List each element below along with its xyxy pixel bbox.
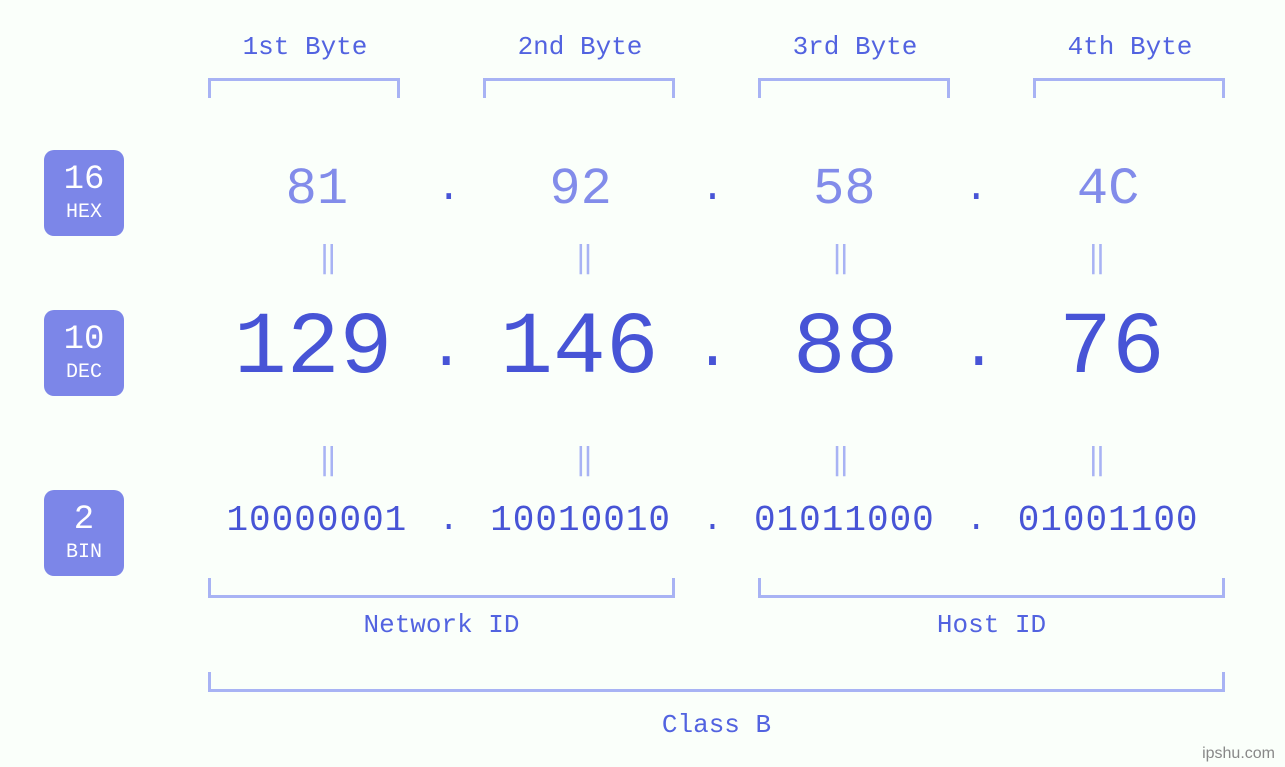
byte-header-2: 2nd Byte [480,32,680,62]
equal-sign: ‖ [456,442,712,479]
top-bracket-2 [483,78,675,98]
hex-badge: 16 HEX [44,150,124,236]
hex-byte-4: 4C [991,160,1225,219]
host-id-label: Host ID [758,610,1225,640]
network-id-bracket [208,578,675,598]
dot: . [698,502,728,540]
dec-row: 129 . 146 . 88 . 76 [200,300,1225,399]
byte-header-1: 1st Byte [205,32,405,62]
bin-badge-label: BIN [66,541,102,564]
equal-sign: ‖ [456,240,712,277]
watermark: ipshu.com [1202,745,1275,763]
top-bracket-4 [1033,78,1225,98]
bin-byte-2: 10010010 [464,500,698,541]
dot: . [959,316,999,384]
hex-byte-1: 81 [200,160,434,219]
equal-sign: ‖ [200,442,456,479]
hex-badge-label: HEX [66,201,102,224]
dot: . [693,316,733,384]
dec-badge-label: DEC [66,361,102,384]
class-bracket [208,672,1225,692]
dec-badge: 10 DEC [44,310,124,396]
top-bracket-3 [758,78,950,98]
dot: . [434,167,464,212]
dec-badge-num: 10 [64,323,105,357]
equal-sign: ‖ [200,240,456,277]
hex-row: 81 . 92 . 58 . 4C [200,160,1225,219]
bin-byte-1: 10000001 [200,500,434,541]
equal-sign: ‖ [969,240,1225,277]
bin-byte-4: 01001100 [991,500,1225,541]
dot: . [434,502,464,540]
byte-header-3: 3rd Byte [755,32,955,62]
bin-row: 10000001 . 10010010 . 01011000 . 0100110… [200,500,1225,541]
dot: . [698,167,728,212]
network-id-label: Network ID [208,610,675,640]
hex-byte-3: 58 [728,160,962,219]
dec-byte-4: 76 [999,300,1225,399]
equals-row-1: ‖ ‖ ‖ ‖ [200,240,1225,277]
dot: . [426,316,466,384]
byte-header-4: 4th Byte [1030,32,1230,62]
equal-sign: ‖ [713,442,969,479]
bin-badge-num: 2 [74,503,94,537]
class-label: Class B [208,710,1225,740]
equals-row-2: ‖ ‖ ‖ ‖ [200,442,1225,479]
dot: . [961,502,991,540]
hex-byte-2: 92 [464,160,698,219]
dec-byte-1: 129 [200,300,426,399]
host-id-bracket [758,578,1225,598]
top-bracket-1 [208,78,400,98]
equal-sign: ‖ [969,442,1225,479]
dec-byte-3: 88 [733,300,959,399]
dec-byte-2: 146 [466,300,692,399]
equal-sign: ‖ [713,240,969,277]
bin-byte-3: 01011000 [728,500,962,541]
hex-badge-num: 16 [64,163,105,197]
bin-badge: 2 BIN [44,490,124,576]
dot: . [961,167,991,212]
